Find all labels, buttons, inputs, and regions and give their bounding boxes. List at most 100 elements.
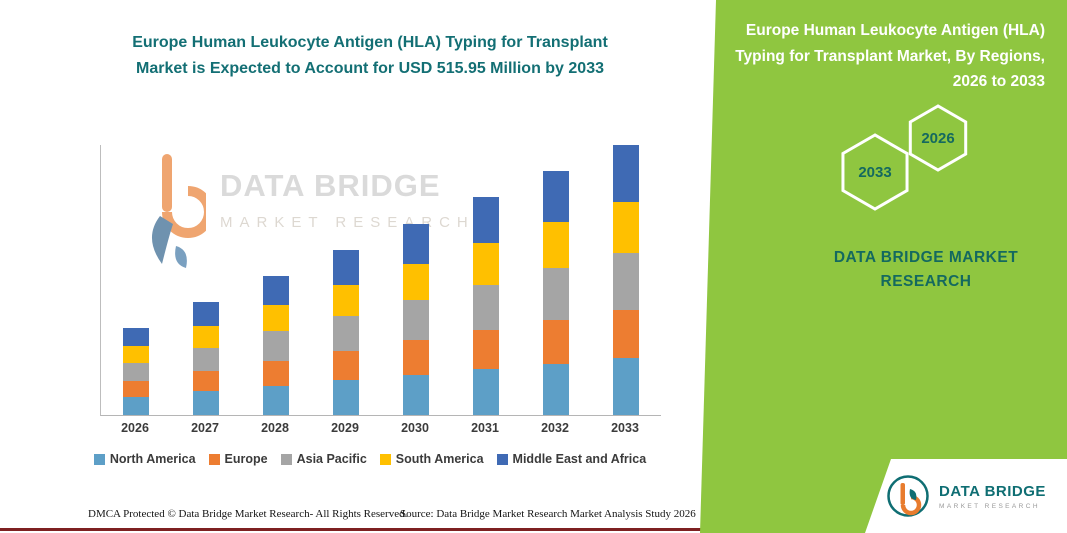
stacked-bar-2032 bbox=[543, 171, 569, 415]
bar-segment-2027-north-america bbox=[193, 391, 219, 415]
chart-title-line1: Europe Human Leukocyte Antigen (HLA) Typ… bbox=[132, 34, 608, 51]
legend-swatch-icon bbox=[379, 453, 391, 465]
bar-segment-2026-asia-pacific bbox=[123, 362, 149, 381]
plot-area bbox=[100, 145, 661, 416]
stacked-bar-2029 bbox=[333, 249, 359, 415]
legend-item-europe: Europe bbox=[208, 452, 268, 466]
bar-segment-2032-europe bbox=[543, 319, 569, 364]
stacked-bar-2030 bbox=[403, 223, 429, 415]
bar-segment-2026-europe bbox=[123, 380, 149, 397]
stacked-bar-2031 bbox=[473, 197, 499, 415]
x-axis-label-2033: 2033 bbox=[611, 421, 639, 435]
bar-segment-2026-middle-east-and-africa bbox=[123, 328, 149, 347]
legend-item-south-america: South America bbox=[379, 452, 484, 466]
legend-item-asia-pacific: Asia Pacific bbox=[280, 452, 367, 466]
bar-segment-2029-europe bbox=[333, 350, 359, 381]
footer-source-text: Source: Data Bridge Market Research Mark… bbox=[400, 508, 696, 520]
bar-segment-2032-north-america bbox=[543, 363, 569, 415]
logo-box: DATA BRIDGE MARKET RESEARCH bbox=[865, 459, 1067, 533]
bar-segment-2026-north-america bbox=[123, 396, 149, 415]
bar-segment-2026-south-america bbox=[123, 346, 149, 363]
bar-segment-2029-south-america bbox=[333, 284, 359, 317]
x-axis-label-2028: 2028 bbox=[261, 421, 289, 435]
bar-column-2033 bbox=[591, 145, 661, 415]
legend-item-middle-east-and-africa: Middle East and Africa bbox=[496, 452, 647, 466]
bar-segment-2028-europe bbox=[263, 360, 289, 386]
bar-segment-2032-asia-pacific bbox=[543, 268, 569, 320]
bar-segment-2029-middle-east-and-africa bbox=[333, 249, 359, 285]
legend-swatch-icon bbox=[208, 453, 220, 465]
legend-swatch-icon bbox=[496, 453, 508, 465]
side-panel: Europe Human Leukocyte Antigen (HLA) Typ… bbox=[700, 0, 1067, 533]
year-hexagons: 2033 2026 bbox=[841, 104, 968, 211]
x-axis-label-2026: 2026 bbox=[121, 421, 149, 435]
bar-segment-2030-north-america bbox=[403, 374, 429, 415]
bar-segment-2030-europe bbox=[403, 340, 429, 375]
bar-segment-2027-south-america bbox=[193, 326, 219, 348]
bar-segment-2027-europe bbox=[193, 371, 219, 392]
hexagon-year-back: 2033 bbox=[858, 164, 891, 181]
bar-column-2027 bbox=[171, 145, 241, 415]
stacked-bar-2033 bbox=[613, 145, 639, 415]
legend-label: Middle East and Africa bbox=[512, 452, 647, 466]
bar-segment-2033-asia-pacific bbox=[613, 253, 639, 310]
logo-text: DATA BRIDGE MARKET RESEARCH bbox=[939, 483, 1046, 510]
x-axis-label-2032: 2032 bbox=[541, 421, 569, 435]
footer-red-divider bbox=[0, 528, 706, 531]
bar-segment-2029-asia-pacific bbox=[333, 316, 359, 351]
footer-rights-text: DMCA Protected © Data Bridge Market Rese… bbox=[88, 508, 408, 520]
data-bridge-logo-icon bbox=[887, 475, 929, 517]
bar-segment-2033-north-america bbox=[613, 358, 639, 415]
bar-column-2026 bbox=[101, 145, 171, 415]
bar-segment-2028-asia-pacific bbox=[263, 331, 289, 361]
x-axis-label-2031: 2031 bbox=[471, 421, 499, 435]
stacked-bar-2027 bbox=[193, 301, 219, 415]
bar-segment-2027-middle-east-and-africa bbox=[193, 301, 219, 327]
bar-segment-2033-middle-east-and-africa bbox=[613, 145, 639, 203]
legend-item-north-america: North America bbox=[93, 452, 196, 466]
bar-column-2031 bbox=[451, 145, 521, 415]
legend: North America Europe Asia Pacific South Ame… bbox=[60, 452, 680, 466]
legend-label: South America bbox=[395, 452, 484, 466]
bar-segment-2029-north-america bbox=[333, 380, 359, 415]
x-axis-label-2027: 2027 bbox=[191, 421, 219, 435]
stacked-bar-2028 bbox=[263, 275, 289, 415]
bar-segment-2031-north-america bbox=[473, 369, 499, 415]
bar-segment-2033-south-america bbox=[613, 202, 639, 254]
bar-segment-2030-south-america bbox=[403, 263, 429, 300]
panel-brand-text: DATA BRIDGE MARKET RESEARCH bbox=[833, 249, 1019, 291]
chart-title: Europe Human Leukocyte Antigen (HLA) Typ… bbox=[70, 30, 670, 81]
data-bridge-watermark-logo-icon bbox=[151, 154, 206, 268]
legend-label: Europe bbox=[224, 452, 268, 466]
side-panel-title: Europe Human Leukocyte Antigen (HLA) Typ… bbox=[735, 22, 1045, 91]
stacked-bar-2026 bbox=[123, 328, 149, 415]
bar-segment-2032-middle-east-and-africa bbox=[543, 171, 569, 223]
logo-name: DATA BRIDGE bbox=[939, 482, 1046, 500]
watermark-line1: DATA BRIDGE bbox=[220, 168, 441, 203]
bar-column-2030 bbox=[381, 145, 451, 415]
bar-segment-2027-asia-pacific bbox=[193, 347, 219, 372]
bar-column-2032 bbox=[521, 145, 591, 415]
bar-segment-2030-asia-pacific bbox=[403, 299, 429, 341]
bar-column-2028 bbox=[241, 145, 311, 415]
bar-segment-2033-europe bbox=[613, 309, 639, 359]
x-axis-label-2029: 2029 bbox=[331, 421, 359, 435]
x-axis-labels: 2026 2027 2028 2029 2030 2031 2032 2033 bbox=[100, 421, 660, 435]
x-axis-label-2030: 2030 bbox=[401, 421, 429, 435]
bar-column-2029 bbox=[311, 145, 381, 415]
bar-segment-2031-asia-pacific bbox=[473, 284, 499, 331]
hexagon-year-front: 2026 bbox=[921, 130, 954, 147]
hexagon-2033-icon bbox=[841, 133, 909, 211]
bar-segment-2028-south-america bbox=[263, 305, 289, 332]
bar-segment-2031-south-america bbox=[473, 243, 499, 285]
legend-swatch-icon bbox=[93, 453, 105, 465]
bar-segment-2030-middle-east-and-africa bbox=[403, 223, 429, 264]
legend-label: North America bbox=[109, 452, 196, 466]
bar-segment-2031-europe bbox=[473, 330, 499, 370]
legend-label: Asia Pacific bbox=[296, 452, 367, 466]
bar-segment-2031-middle-east-and-africa bbox=[473, 197, 499, 244]
bar-segment-2028-middle-east-and-africa bbox=[263, 275, 289, 306]
logo-tagline: MARKET RESEARCH bbox=[939, 502, 1040, 510]
chart-title-line2: Market is Expected to Account for USD 51… bbox=[136, 59, 604, 77]
